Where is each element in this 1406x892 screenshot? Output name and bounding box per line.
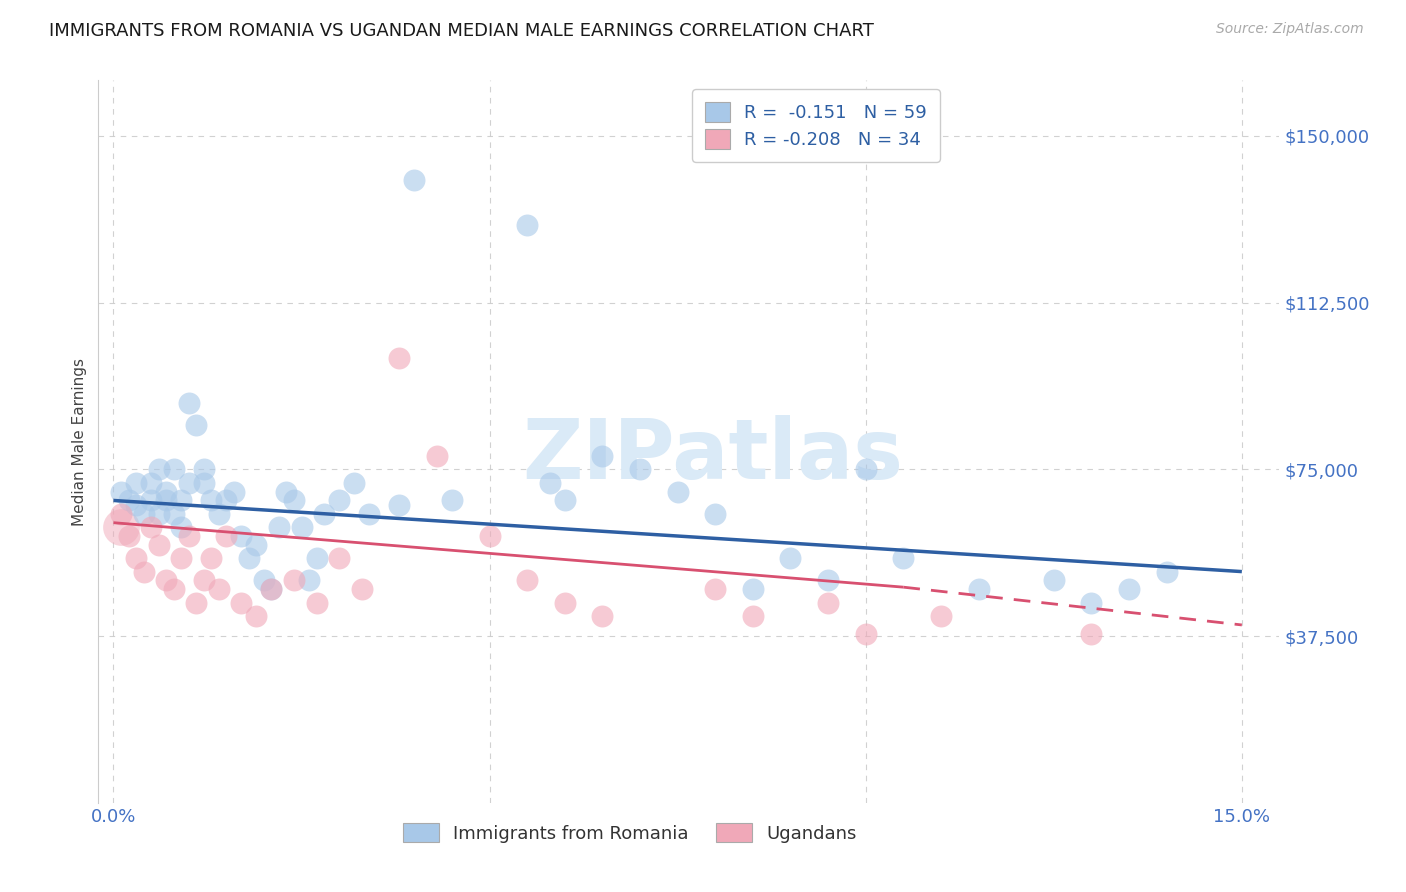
Point bbox=[117, 529, 139, 543]
Point bbox=[967, 582, 990, 597]
Point bbox=[231, 529, 253, 543]
Point bbox=[328, 493, 350, 508]
Point bbox=[929, 609, 952, 624]
Point bbox=[132, 565, 155, 579]
Point bbox=[1080, 596, 1102, 610]
Point bbox=[591, 449, 613, 463]
Point bbox=[155, 484, 177, 499]
Point bbox=[155, 574, 177, 588]
Text: ZIPatlas: ZIPatlas bbox=[522, 416, 903, 497]
Point bbox=[110, 520, 132, 534]
Point bbox=[817, 574, 839, 588]
Point bbox=[208, 507, 231, 521]
Point bbox=[628, 462, 651, 476]
Point bbox=[125, 551, 148, 566]
Point bbox=[350, 582, 373, 597]
Point bbox=[426, 449, 449, 463]
Point bbox=[328, 551, 350, 566]
Point bbox=[177, 475, 200, 490]
Point bbox=[186, 596, 208, 610]
Point bbox=[704, 582, 727, 597]
Point bbox=[388, 498, 411, 512]
Point bbox=[290, 520, 312, 534]
Point bbox=[125, 498, 148, 512]
Point bbox=[177, 529, 200, 543]
Point bbox=[516, 218, 538, 232]
Point bbox=[155, 493, 177, 508]
Point bbox=[245, 609, 267, 624]
Text: IMMIGRANTS FROM ROMANIA VS UGANDAN MEDIAN MALE EARNINGS CORRELATION CHART: IMMIGRANTS FROM ROMANIA VS UGANDAN MEDIA… bbox=[49, 22, 875, 40]
Point bbox=[283, 574, 305, 588]
Point bbox=[1118, 582, 1140, 597]
Point bbox=[208, 582, 231, 597]
Point bbox=[516, 574, 538, 588]
Point bbox=[554, 493, 576, 508]
Point bbox=[538, 475, 561, 490]
Point bbox=[163, 462, 186, 476]
Point bbox=[139, 475, 162, 490]
Point bbox=[170, 551, 193, 566]
Point bbox=[110, 484, 132, 499]
Point bbox=[193, 462, 215, 476]
Point bbox=[139, 520, 162, 534]
Point bbox=[855, 462, 877, 476]
Point bbox=[1080, 627, 1102, 641]
Point bbox=[478, 529, 501, 543]
Point bbox=[554, 596, 576, 610]
Point bbox=[117, 493, 139, 508]
Point bbox=[170, 520, 193, 534]
Point bbox=[388, 351, 411, 366]
Text: Source: ZipAtlas.com: Source: ZipAtlas.com bbox=[1216, 22, 1364, 37]
Point bbox=[260, 582, 283, 597]
Point bbox=[148, 538, 170, 552]
Point bbox=[779, 551, 801, 566]
Point bbox=[139, 493, 162, 508]
Point bbox=[200, 551, 222, 566]
Point bbox=[215, 529, 238, 543]
Point bbox=[276, 484, 298, 499]
Point bbox=[222, 484, 245, 499]
Point bbox=[110, 507, 132, 521]
Point bbox=[741, 609, 763, 624]
Point bbox=[666, 484, 689, 499]
Legend: Immigrants from Romania, Ugandans: Immigrants from Romania, Ugandans bbox=[394, 814, 866, 852]
Point bbox=[125, 475, 148, 490]
Point bbox=[193, 475, 215, 490]
Point bbox=[186, 417, 208, 432]
Point bbox=[245, 538, 267, 552]
Point bbox=[170, 493, 193, 508]
Point bbox=[298, 574, 321, 588]
Point bbox=[314, 507, 336, 521]
Point bbox=[200, 493, 222, 508]
Point bbox=[741, 582, 763, 597]
Point bbox=[1042, 574, 1064, 588]
Point bbox=[283, 493, 305, 508]
Point bbox=[817, 596, 839, 610]
Point bbox=[404, 173, 426, 187]
Point bbox=[891, 551, 914, 566]
Point bbox=[305, 596, 328, 610]
Point bbox=[267, 520, 290, 534]
Y-axis label: Median Male Earnings: Median Male Earnings bbox=[72, 358, 87, 525]
Point bbox=[305, 551, 328, 566]
Point bbox=[359, 507, 381, 521]
Point bbox=[1156, 565, 1178, 579]
Point bbox=[440, 493, 463, 508]
Point bbox=[704, 507, 727, 521]
Point bbox=[253, 574, 276, 588]
Point bbox=[148, 507, 170, 521]
Point bbox=[177, 395, 200, 409]
Point bbox=[343, 475, 366, 490]
Point bbox=[591, 609, 613, 624]
Point bbox=[215, 493, 238, 508]
Point bbox=[260, 582, 283, 597]
Point bbox=[148, 462, 170, 476]
Point bbox=[193, 574, 215, 588]
Point bbox=[132, 507, 155, 521]
Point bbox=[238, 551, 260, 566]
Point bbox=[163, 507, 186, 521]
Point bbox=[855, 627, 877, 641]
Point bbox=[231, 596, 253, 610]
Point bbox=[163, 582, 186, 597]
